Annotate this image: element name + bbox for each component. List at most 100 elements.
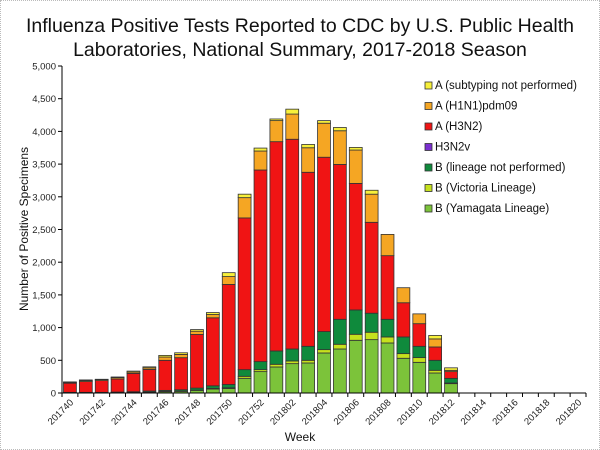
bar-segment-201801-2 — [269, 350, 284, 365]
legend-swatch — [424, 102, 433, 110]
x-tick-label: 201744 — [109, 397, 139, 427]
x-tick-label: 201746 — [141, 397, 171, 427]
bar-segment-201750-0 — [221, 388, 236, 394]
legend-label: B (Yamagata Lineage) — [435, 203, 549, 215]
bar-segment-201746-5 — [158, 356, 173, 361]
bar-segment-201808-4 — [380, 255, 395, 320]
bar-segment-201752-0 — [253, 371, 268, 394]
bar-segment-201750-5 — [221, 276, 236, 285]
y-tick-label: 3,000 — [32, 192, 56, 203]
bar-segment-201812-0 — [444, 383, 458, 394]
bar-segment-201810-0 — [412, 361, 427, 394]
y-tick-label: 500 — [40, 356, 56, 367]
bar-segment-201746-4 — [158, 359, 173, 391]
bar-segment-201809-5 — [396, 287, 411, 304]
bar-segment-201741-4 — [78, 381, 93, 393]
bar-segment-201811-0 — [428, 372, 442, 394]
bar-segment-201811-2 — [428, 359, 442, 371]
bar-segment-201809-2 — [396, 336, 411, 355]
bar-segment-201805-0 — [333, 348, 347, 394]
bar-segment-201810-1 — [412, 357, 427, 363]
chart-title-line-2: Laboratories, National Summary, 2017-201… — [73, 39, 527, 61]
x-tick-label: 201818 — [522, 397, 552, 427]
bar-segment-201802-1 — [285, 360, 300, 365]
bar-segment-201811-1 — [428, 369, 442, 374]
bar-segment-201811-4 — [428, 346, 442, 361]
bar-segment-201752-6 — [253, 147, 268, 152]
bar-segment-201810-4 — [412, 323, 427, 347]
bar-segment-201749-6 — [206, 312, 220, 315]
bar-segment-201752-5 — [253, 150, 268, 171]
y-tick-label: 1,000 — [32, 323, 56, 334]
x-tick-label: 201802 — [268, 397, 298, 427]
y-tick-label: 2,000 — [32, 258, 56, 269]
bar-segment-201801-4 — [269, 141, 284, 352]
bar-segment-201742-4 — [94, 380, 109, 393]
legend-swatch — [424, 204, 433, 213]
legend-label: B (lineage not performed) — [435, 162, 566, 174]
bar-segment-201801-5 — [269, 120, 284, 143]
x-tick-label: 201814 — [459, 397, 489, 427]
x-tick-label: 201812 — [427, 397, 457, 427]
bar-segment-201809-4 — [396, 302, 411, 338]
bar-segment-201806-1 — [348, 333, 363, 341]
legend-label: A (H3N2) — [435, 121, 482, 133]
bar-segment-201810-5 — [412, 313, 427, 325]
bar-segment-201804-1 — [317, 349, 331, 354]
legend-swatch — [424, 81, 433, 90]
x-axis-title: Week — [285, 430, 316, 444]
bar-segment-201801-6 — [269, 118, 284, 122]
bar-segment-201752-2 — [253, 361, 268, 371]
legend-swatch — [424, 143, 433, 151]
bar-segment-201751-2 — [237, 369, 252, 377]
bar-segment-201750-6 — [221, 272, 236, 277]
bar-segment-201807-5 — [364, 193, 379, 223]
bar-segment-201803-6 — [301, 144, 315, 149]
bar-segment-201748-5 — [190, 330, 204, 335]
bar-segment-201804-5 — [317, 122, 331, 158]
x-tick-label: 201740 — [46, 397, 76, 427]
bar-segment-201808-1 — [380, 336, 395, 344]
y-tick-label: 3,500 — [32, 160, 56, 171]
bar-segment-201803-2 — [301, 345, 315, 361]
bar-segment-201806-6 — [348, 147, 363, 151]
x-tick-label: 201808 — [363, 397, 393, 427]
bar-segment-201804-4 — [317, 156, 331, 332]
y-axis-title: Number of Positive Specimens — [17, 147, 31, 311]
bar-segment-201802-5 — [285, 113, 300, 140]
x-tick-label: 201750 — [205, 397, 235, 427]
legend-swatch — [424, 163, 433, 172]
bar-segment-201741-6 — [78, 379, 93, 381]
x-tick-label: 201752 — [236, 397, 266, 427]
bar-segment-201804-6 — [317, 120, 331, 124]
legend: A (subtyping not performed) A (H1N1)pdm09… — [424, 80, 577, 215]
bar-segment-201745-4 — [142, 369, 157, 392]
bar-segment-201745-6 — [142, 366, 157, 369]
bar-segment-201807-4 — [364, 221, 379, 314]
x-tick-label: 201810 — [395, 397, 425, 427]
bar-segment-201805-6 — [333, 127, 347, 132]
bar-segment-201748-4 — [190, 334, 204, 389]
bar-segment-201809-1 — [396, 353, 411, 359]
y-tick-label: 4,500 — [32, 94, 56, 105]
y-tick-label: 2,500 — [32, 225, 56, 236]
bar-segment-201811-6 — [428, 335, 442, 340]
x-tick-label: 201816 — [490, 397, 520, 427]
legend-swatch — [424, 184, 433, 192]
x-tick-label: 201742 — [78, 397, 108, 427]
bar-segment-201809-0 — [396, 357, 411, 394]
bar-segment-201812-6 — [444, 367, 458, 371]
legend-label: H3N2v — [435, 142, 470, 154]
bar-segment-201803-1 — [301, 359, 315, 364]
legend-label: A (subtyping not performed) — [435, 80, 577, 92]
bar-segment-201751-4 — [237, 217, 252, 371]
bar-segment-201808-5 — [380, 234, 395, 257]
bar-segment-201804-0 — [317, 352, 331, 394]
bar-segment-201747-4 — [174, 357, 188, 391]
bar-segment-201803-5 — [301, 147, 315, 173]
x-tick-label: 201804 — [300, 397, 330, 427]
bar-segment-201811-5 — [428, 338, 442, 348]
bar-segment-201807-6 — [364, 189, 379, 195]
bar-segment-201812-2 — [444, 377, 458, 384]
bar-segment-201808-0 — [380, 342, 395, 394]
